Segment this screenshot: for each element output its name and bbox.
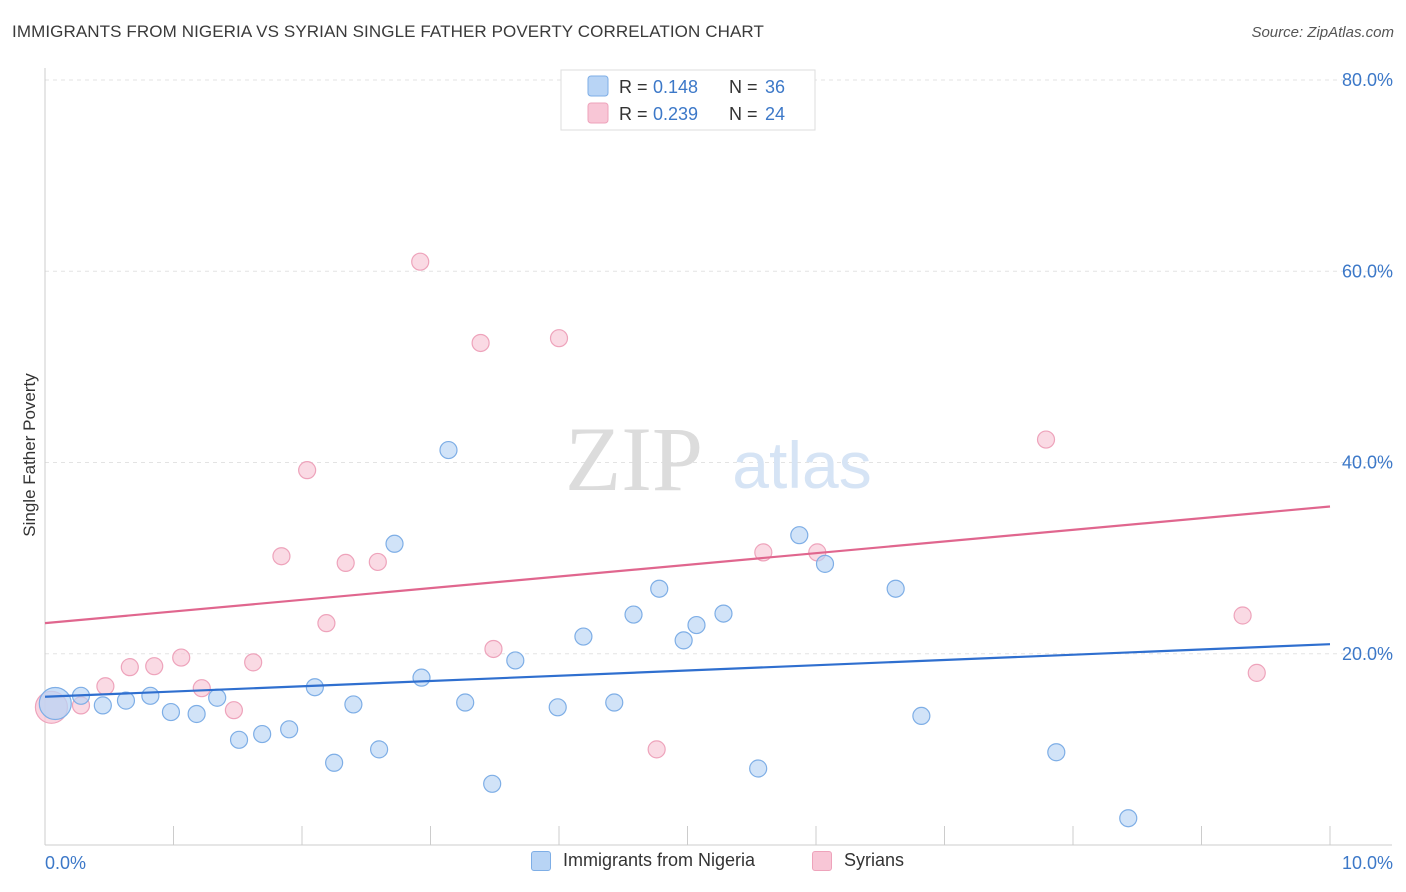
legend-label-syrians: Syrians	[844, 850, 905, 870]
data-point-syrians	[120, 658, 139, 677]
data-point-syrians	[145, 657, 164, 676]
data-point-nigeria	[1119, 809, 1138, 828]
x-tick-labels: 0.0% 10.0%	[45, 853, 1393, 873]
data-point-nigeria	[38, 686, 72, 721]
trend-line-nigeria	[44, 643, 1331, 698]
data-point-nigeria	[687, 615, 706, 635]
data-point-syrians	[272, 547, 291, 566]
data-point-syrians	[1036, 430, 1056, 449]
watermark-atlas: atlas	[732, 428, 871, 502]
data-point-nigeria	[385, 534, 404, 553]
data-point-nigeria	[548, 698, 567, 717]
data-point-nigeria	[714, 604, 733, 623]
data-point-nigeria	[624, 605, 643, 624]
data-point-syrians	[1233, 606, 1252, 625]
legend-r-value: 0.239	[653, 104, 698, 124]
data-point-syrians	[484, 639, 503, 659]
data-point-nigeria	[650, 579, 669, 598]
data-point-nigeria	[229, 730, 249, 749]
data-point-syrians	[647, 740, 666, 759]
chart-title: IMMIGRANTS FROM NIGERIA VS SYRIAN SINGLE…	[12, 22, 764, 41]
data-point-nigeria	[344, 695, 363, 714]
legend-stats: R = 0.148 N = 36 R = 0.239 N = 24	[560, 69, 816, 131]
gridlines	[45, 79, 1392, 655]
data-point-nigeria	[574, 627, 593, 646]
data-point-nigeria	[305, 678, 324, 697]
legend-swatch-syrians	[587, 102, 609, 124]
trend-lines	[44, 505, 1331, 698]
legend-n-value: 36	[765, 77, 785, 97]
data-point-nigeria	[370, 740, 389, 759]
data-point-syrians	[471, 333, 490, 353]
data-point-syrians	[192, 679, 211, 698]
y-tick-labels: 20.0% 40.0% 60.0% 80.0%	[1342, 70, 1393, 664]
data-point-syrians	[172, 648, 191, 667]
data-point-nigeria	[1047, 743, 1066, 762]
trend-line-syrians	[44, 505, 1331, 625]
data-point-syrians	[1247, 663, 1266, 682]
legend-swatch-nigeria	[587, 75, 609, 97]
data-point-nigeria	[439, 440, 458, 460]
legend-r-label: R =	[619, 104, 653, 124]
data-point-syrians	[336, 553, 355, 573]
legend-r-label: R =	[619, 77, 653, 97]
data-point-nigeria	[483, 774, 502, 793]
y-tick-label: 20.0%	[1342, 644, 1393, 664]
series-nigeria-points	[38, 440, 1138, 828]
data-point-nigeria	[605, 693, 624, 712]
legend-item-syrians[interactable]: Syrians	[812, 850, 904, 871]
legend-n-label: N =	[729, 77, 763, 97]
legend-swatch-syrians	[812, 850, 832, 871]
data-point-nigeria	[674, 631, 693, 650]
y-tick-label: 80.0%	[1342, 70, 1393, 90]
legend-n-label: N =	[729, 104, 763, 124]
data-point-nigeria	[116, 691, 136, 710]
data-point-syrians	[411, 252, 430, 271]
data-point-nigeria	[141, 686, 160, 705]
data-point-nigeria	[456, 693, 475, 712]
data-point-syrians	[368, 552, 387, 572]
watermark-zip: ZIP	[565, 408, 703, 510]
y-tick-label: 40.0%	[1342, 453, 1393, 473]
data-point-nigeria	[790, 526, 809, 545]
data-point-nigeria	[506, 651, 525, 670]
legend-r-value: 0.148	[653, 77, 698, 97]
axes	[44, 68, 1392, 846]
data-point-syrians	[317, 614, 336, 633]
data-point-nigeria	[280, 720, 299, 739]
x-tick-label: 0.0%	[45, 853, 86, 873]
data-point-syrians	[224, 701, 243, 720]
legend-swatch-nigeria	[531, 850, 551, 871]
source-label: Source: ZipAtlas.com	[1251, 24, 1394, 41]
legend-n-value: 24	[765, 104, 785, 124]
data-point-nigeria	[912, 706, 931, 726]
data-point-nigeria	[161, 702, 181, 722]
data-point-syrians	[298, 461, 317, 480]
data-point-syrians	[244, 653, 263, 672]
data-point-nigeria	[325, 753, 344, 772]
legend-item-nigeria[interactable]: Immigrants from Nigeria	[531, 850, 755, 871]
y-tick-label: 60.0%	[1342, 261, 1393, 281]
data-point-nigeria	[412, 668, 431, 687]
data-point-nigeria	[253, 724, 272, 744]
data-point-nigeria	[886, 579, 905, 598]
data-point-nigeria	[208, 688, 227, 707]
data-point-syrians	[96, 677, 115, 696]
x-tick-label: 10.0%	[1342, 853, 1393, 873]
y-axis-label: Single Father Poverty	[20, 373, 39, 537]
data-point-nigeria	[187, 704, 206, 724]
data-point-nigeria	[93, 696, 112, 715]
data-point-nigeria	[815, 554, 835, 573]
legend-label-nigeria: Immigrants from Nigeria	[563, 850, 756, 870]
legend-bottom: Immigrants from Nigeria Syrians	[0, 850, 1406, 880]
data-point-syrians	[549, 329, 569, 348]
data-point-nigeria	[749, 759, 768, 778]
